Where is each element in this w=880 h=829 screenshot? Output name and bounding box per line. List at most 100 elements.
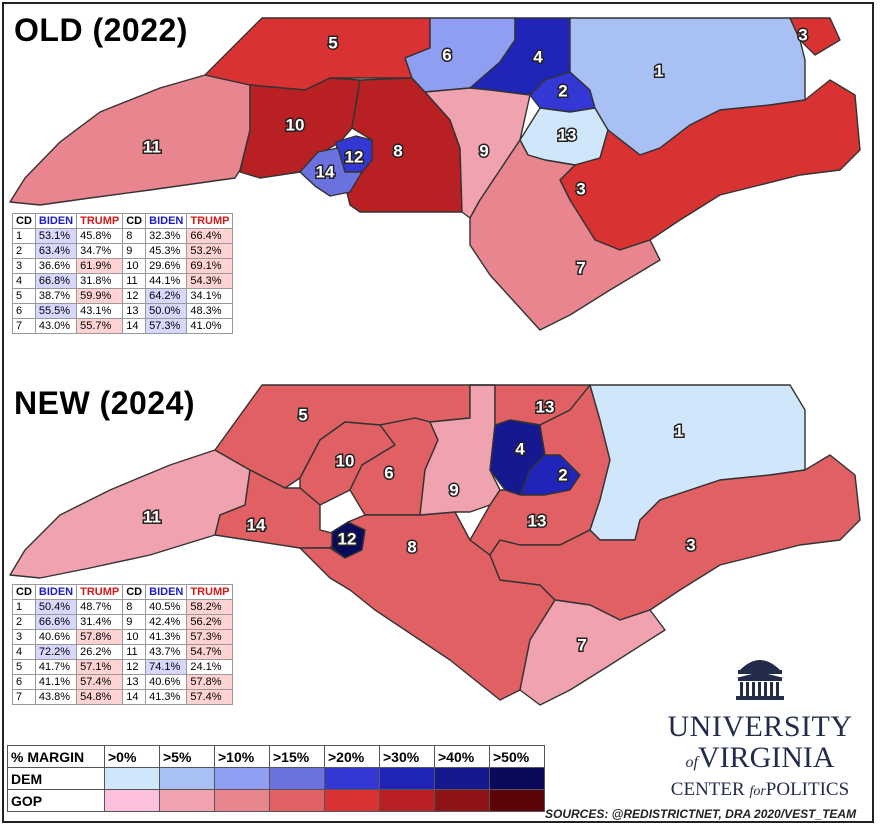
- legend-swatch: [379, 767, 435, 790]
- new-label-14: 14: [247, 515, 266, 534]
- old-header-row: CD BIDEN TRUMP CD BIDEN TRUMP: [12, 213, 234, 229]
- old-label-12: 12: [345, 147, 364, 166]
- new-cell-biden: 43.7%: [145, 644, 188, 660]
- old-cell-cd: 3: [12, 258, 36, 274]
- uva-university: UNIVERSITY: [667, 710, 853, 743]
- new-results-table: CD BIDEN TRUMP CD BIDEN TRUMP 1 50.4% 48.7% 8 40.5…: [12, 584, 234, 705]
- new-cell-biden: 41.3%: [145, 689, 188, 705]
- table-row: 6 41.1% 57.4% 13 40.6% 57.8%: [12, 674, 234, 690]
- sources-note: SOURCES: @REDISTRICTNET, DRA 2020/VEST_T…: [545, 807, 857, 821]
- old-cell-trump: 61.9%: [76, 258, 124, 274]
- old-cell-biden: 53.1%: [34, 228, 78, 244]
- new-header-trump: TRUMP: [76, 584, 124, 600]
- table-row: 4 66.8% 31.8% 11 44.1% 54.3%: [12, 273, 234, 289]
- new-cell-trump: 54.7%: [186, 644, 234, 660]
- old-cell-trump: 55.7%: [76, 318, 124, 334]
- new-cell-cd: 12: [122, 659, 147, 675]
- table-row: 2 66.6% 31.4% 9 42.4% 56.2%: [12, 614, 234, 630]
- old-cell-cd: 11: [122, 273, 147, 289]
- new-header-cd: CD: [12, 584, 36, 600]
- old-cell-biden: 64.2%: [145, 288, 188, 304]
- new-map-title: NEW (2024): [14, 385, 196, 421]
- legend-swatch: [104, 767, 160, 790]
- old-label-9: 9: [479, 141, 488, 160]
- new-header-trump: TRUMP: [186, 584, 234, 600]
- old-cell-biden: 55.5%: [34, 303, 78, 319]
- uva-center-for-politics: CENTER forPOLITICS: [670, 779, 850, 800]
- old-label-8: 8: [393, 141, 402, 160]
- old-cell-cd: 7: [12, 318, 36, 334]
- uva-center-for-politics-logo: UNIVERSITY ofVIRGINIA CENTER forPOLITICS: [660, 648, 860, 804]
- new-cell-trump: 57.3%: [186, 629, 234, 645]
- old-cell-cd: 12: [122, 288, 147, 304]
- old-results-table: CD BIDEN TRUMP CD BIDEN TRUMP 1 53.1% 45.8% 8 32.3…: [12, 213, 234, 334]
- old-cell-trump: 34.1%: [186, 288, 234, 304]
- new-map: [9, 384, 861, 706]
- old-label-13: 13: [558, 125, 577, 144]
- new-cell-cd: 6: [12, 674, 36, 690]
- old-cell-trump: 48.3%: [186, 303, 234, 319]
- old-cell-biden: 38.7%: [34, 288, 78, 304]
- table-row: 7 43.8% 54.8% 14 41.3% 57.4%: [12, 689, 234, 705]
- new-cell-trump: 57.4%: [186, 689, 234, 705]
- new-district-14: [214, 469, 341, 549]
- old-district-10: [239, 77, 361, 179]
- new-cell-biden: 72.2%: [34, 644, 78, 660]
- new-district-11: [9, 449, 251, 579]
- new-cell-trump: 57.8%: [76, 629, 124, 645]
- legend-header: % MARGIN: [7, 745, 105, 768]
- new-label-9: 9: [449, 480, 458, 499]
- old-cell-cd: 5: [12, 288, 36, 304]
- old-district-14: [299, 147, 363, 197]
- table-row: 1 53.1% 45.8% 8 32.3% 66.4%: [12, 228, 234, 244]
- legend-swatch: [489, 767, 545, 790]
- old-cell-cd: 10: [122, 258, 147, 274]
- new-cell-trump: 56.2%: [186, 614, 234, 630]
- old-cell-biden: 45.3%: [145, 243, 188, 259]
- old-district-3-ne: [789, 17, 841, 56]
- old-cell-biden: 63.4%: [34, 243, 78, 259]
- new-cell-biden: 43.8%: [34, 689, 78, 705]
- new-cell-trump: 58.2%: [186, 599, 234, 615]
- new-label-13: 13: [528, 511, 547, 530]
- old-header-biden: BIDEN: [34, 213, 78, 229]
- new-cell-trump: 57.8%: [186, 674, 234, 690]
- new-cell-biden: 66.6%: [34, 614, 78, 630]
- old-cell-trump: 45.8%: [76, 228, 124, 244]
- legend-swatch: [324, 767, 380, 790]
- new-label-12: 12: [338, 529, 357, 548]
- new-cell-cd: 4: [12, 644, 36, 660]
- old-cell-cd: 14: [122, 318, 147, 334]
- old-cell-cd: 2: [12, 243, 36, 259]
- new-cell-cd: 9: [122, 614, 147, 630]
- new-label-8: 8: [407, 537, 416, 556]
- table-row: 2 63.4% 34.7% 9 45.3% 53.2%: [12, 243, 234, 259]
- new-cell-cd: 10: [122, 629, 147, 645]
- table-row: 1 50.4% 48.7% 8 40.5% 58.2%: [12, 599, 234, 615]
- legend-row-label: DEM: [7, 767, 105, 790]
- new-cell-trump: 26.2%: [76, 644, 124, 660]
- old-cell-biden: 44.1%: [145, 273, 188, 289]
- old-header-cd: CD: [12, 213, 36, 229]
- new-cell-cd: 13: [122, 674, 147, 690]
- legend-swatch: [434, 789, 490, 812]
- legend-swatch: [159, 767, 215, 790]
- new-cell-trump: 24.1%: [186, 659, 234, 675]
- new-cell-biden: 40.6%: [145, 674, 188, 690]
- legend-swatch: [434, 767, 490, 790]
- new-cell-biden: 42.4%: [145, 614, 188, 630]
- legend-bin: >30%: [379, 745, 435, 768]
- legend-swatch: [269, 789, 325, 812]
- rotunda-icon: [736, 660, 784, 700]
- legend-swatch: [214, 789, 270, 812]
- legend-bin: >0%: [104, 745, 160, 768]
- old-label-10: 10: [286, 115, 305, 134]
- old-cell-trump: 34.7%: [76, 243, 124, 259]
- old-label-11: 11: [143, 137, 161, 156]
- new-cell-cd: 3: [12, 629, 36, 645]
- old-label-3-ne: 3: [798, 25, 807, 44]
- new-cell-biden: 74.1%: [145, 659, 188, 675]
- table-row: 6 55.5% 43.1% 13 50.0% 48.3%: [12, 303, 234, 319]
- old-cell-trump: 54.3%: [186, 273, 234, 289]
